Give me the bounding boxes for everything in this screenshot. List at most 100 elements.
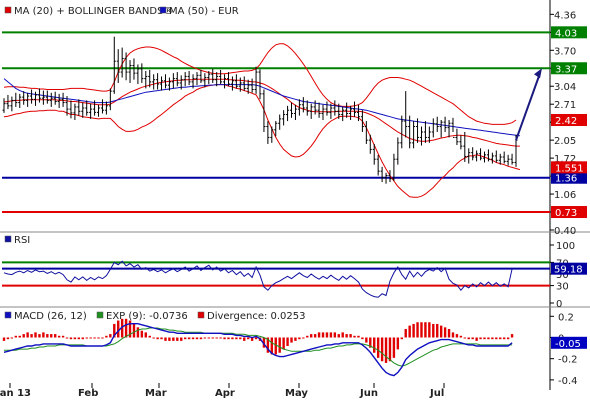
divergence-bar <box>120 318 124 338</box>
divergence-bar <box>235 337 238 340</box>
y-tick-label: 2.71 <box>554 100 576 111</box>
price-bar <box>223 74 227 89</box>
divergence-bar <box>262 337 266 348</box>
level-tag-label: 0.73 <box>555 208 577 219</box>
divergence-bar <box>294 337 297 341</box>
divergence-bar <box>502 337 506 340</box>
price-bar <box>305 100 309 116</box>
divergence-bar <box>34 332 37 338</box>
price-bar <box>211 68 215 83</box>
price-bar <box>309 103 313 119</box>
price-bar <box>191 74 195 89</box>
divergence-bar <box>105 335 108 338</box>
divergence-bar <box>439 325 443 338</box>
price-bar <box>471 147 475 161</box>
divergence-bar <box>463 337 466 339</box>
divergence-bar <box>144 332 147 338</box>
legends: MA (20) + BOLLINGER BANDS®MA (50) - EUR R… <box>4 6 306 322</box>
divergence-bar <box>77 337 81 340</box>
divergence-bar <box>388 337 392 362</box>
price-bar <box>451 117 455 138</box>
divergence-bar <box>109 334 112 338</box>
projection-arrow-shaft <box>515 72 541 141</box>
price-bar <box>65 96 69 116</box>
divergence-bar <box>290 337 293 343</box>
price-bar <box>104 101 108 115</box>
rsi-panel: 100705030059.18 <box>2 241 587 310</box>
divergence-bar <box>428 322 431 338</box>
divergence-bar <box>239 337 242 340</box>
price-bar <box>45 90 49 104</box>
x-tick-label: Jun <box>359 388 378 399</box>
divergence-bar <box>6 337 10 340</box>
divergence-bar <box>140 330 144 338</box>
legend-label: Divergence: 0.0253 <box>207 311 306 322</box>
divergence-bar <box>408 325 411 338</box>
y-tick-label: 3.04 <box>554 82 576 93</box>
legend-marker <box>4 311 12 319</box>
price-bar <box>234 74 238 89</box>
price-bar <box>482 151 486 163</box>
divergence-bar <box>317 332 321 338</box>
price-bar <box>376 154 380 176</box>
price-bar <box>160 76 164 91</box>
divergence-bar <box>436 323 439 338</box>
price-bar <box>116 49 120 83</box>
price-bar <box>419 126 423 146</box>
price-bar <box>124 52 128 81</box>
price-bar <box>140 63 144 83</box>
price-bar <box>463 131 467 162</box>
divergence-bar <box>455 334 459 338</box>
price-bar <box>57 93 61 109</box>
divergence-bar <box>333 332 337 338</box>
divergence-bar <box>156 337 159 340</box>
divergence-bar <box>420 322 423 338</box>
price-bar <box>490 152 494 164</box>
divergence-bar <box>373 337 376 353</box>
price-bar <box>61 92 65 107</box>
price-bar <box>108 88 112 111</box>
rsi-line <box>3 260 513 298</box>
x-axis: Jan 13 Feb Mar Apr May Jun Jul <box>0 383 445 399</box>
divergence-bar <box>353 335 356 338</box>
divergence-bar <box>365 337 368 343</box>
price-bar <box>73 103 77 120</box>
divergence-bar <box>57 335 61 338</box>
divergence-bar <box>65 337 69 339</box>
ma20-line <box>3 78 520 147</box>
price-bar <box>400 115 404 149</box>
rsi-y-tick-label: 0 <box>556 299 562 310</box>
price-bar <box>97 104 101 117</box>
y-tick-label: 2.05 <box>554 136 576 147</box>
rsi-y-tick-label: 30 <box>556 282 569 293</box>
divergence-bar <box>85 337 88 339</box>
price-bar <box>175 72 179 87</box>
divergence-bar <box>483 337 486 340</box>
legend-marker <box>197 311 205 319</box>
legend-label: EXP (9): -0.0736 <box>106 311 188 322</box>
divergence-bar <box>278 337 281 353</box>
level-tag <box>551 171 587 184</box>
price-bar <box>250 78 254 93</box>
divergence-bar <box>250 337 254 341</box>
price-bar <box>187 70 191 86</box>
price-bar <box>459 135 463 150</box>
price-bar <box>49 92 53 107</box>
price-bar <box>498 153 502 165</box>
price-bar <box>502 151 506 164</box>
macd-panel: 0.20-0.2-0.4-0.05 <box>2 312 587 387</box>
divergence-bar <box>392 337 396 358</box>
price-bar <box>136 64 140 85</box>
bollinger-upper-line <box>3 43 517 125</box>
divergence-bar <box>132 323 136 338</box>
macd-y-tick-label: 0.2 <box>558 312 574 323</box>
price-bar <box>112 36 116 94</box>
divergence-bar <box>345 334 348 338</box>
price-bar <box>167 77 171 91</box>
divergence-bar <box>22 334 25 338</box>
price-bar <box>81 102 85 118</box>
price-bar <box>278 114 282 130</box>
divergence-bar <box>246 337 250 340</box>
